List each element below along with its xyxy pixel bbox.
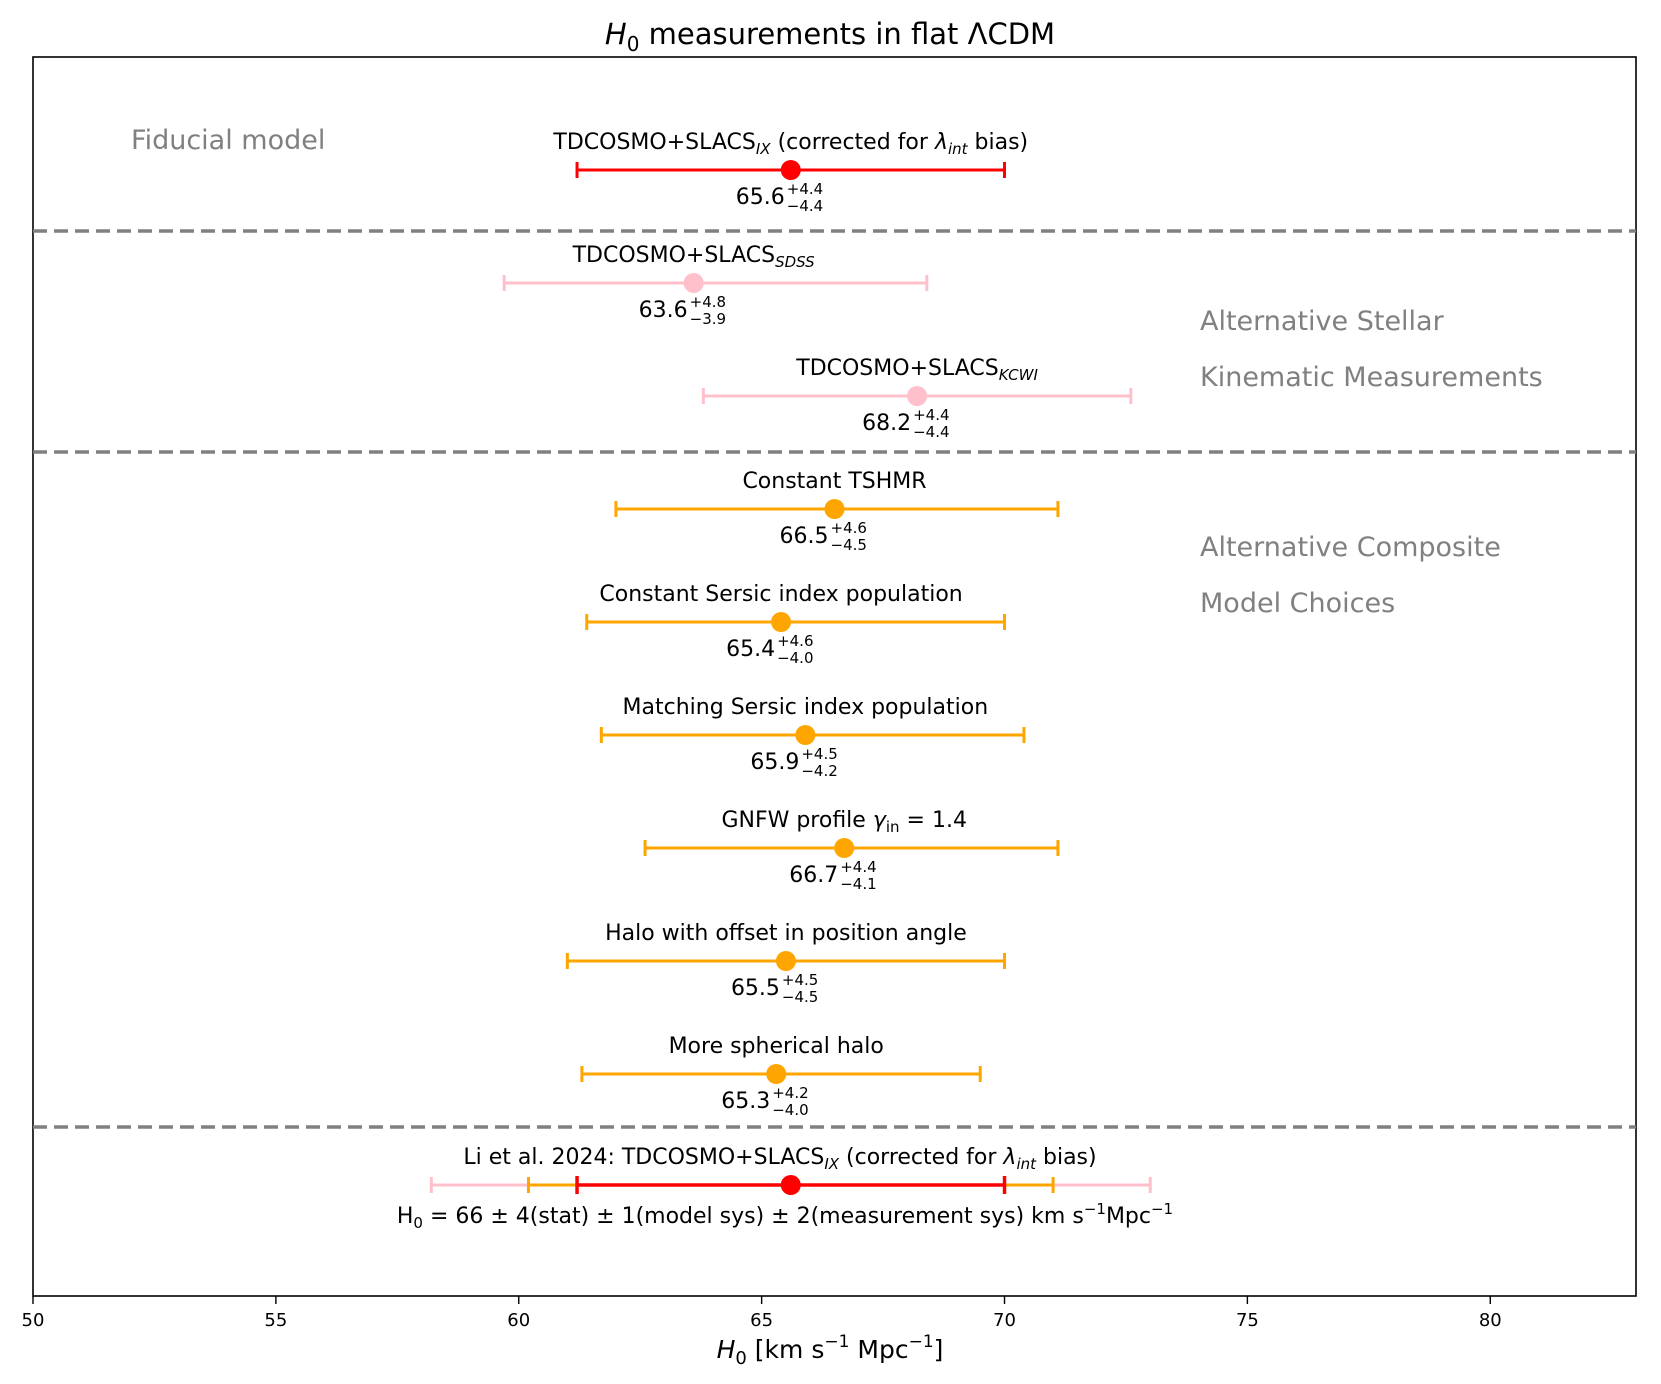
data-point xyxy=(907,386,928,406)
final-label: Li et al. 2024: TDCOSMO+SLACSIX (correct… xyxy=(463,1145,1096,1173)
point-minus-error: −4.4 xyxy=(913,423,949,441)
x-tick-label: 70 xyxy=(993,1310,1016,1331)
data-point xyxy=(780,160,801,180)
point-label: TDCOSMO+SLACSSDSS xyxy=(572,243,816,271)
point-label: Constant Sersic index population xyxy=(599,582,962,607)
point-value: 65.3 xyxy=(721,1089,770,1114)
x-tick-label: 75 xyxy=(1236,1310,1259,1331)
point-value: 66.5 xyxy=(780,524,829,549)
data-point xyxy=(771,612,792,632)
point-value: 65.9 xyxy=(750,750,799,775)
point-label: TDCOSMO+SLACSKCWI xyxy=(795,356,1038,384)
point-plus-error: +4.2 xyxy=(772,1084,808,1102)
data-point xyxy=(683,273,704,293)
point-label: GNFW profile γin = 1.4 xyxy=(721,808,967,836)
point-minus-error: −3.9 xyxy=(690,310,726,328)
point-minus-error: −4.1 xyxy=(840,875,876,893)
data-point xyxy=(834,838,855,858)
point-minus-error: −4.0 xyxy=(777,649,813,667)
chart-title: H0 measurements in flat ΛCDM xyxy=(605,17,1055,56)
point-value: 63.6 xyxy=(639,298,688,323)
point-minus-error: −4.0 xyxy=(772,1101,808,1119)
point-plus-error: +4.5 xyxy=(801,745,837,763)
section-label: Alternative Composite xyxy=(1200,532,1501,563)
point-value: 66.7 xyxy=(789,863,838,888)
point-plus-error: +4.8 xyxy=(690,293,726,311)
point-value: 65.5 xyxy=(731,976,780,1001)
point-value: 65.4 xyxy=(726,637,775,662)
section-label: Fiducial model xyxy=(131,125,325,156)
point-label: TDCOSMO+SLACSIX (corrected for λint bias… xyxy=(552,130,1028,158)
x-tick-label: 55 xyxy=(264,1310,287,1331)
x-axis-label: H0 [km s−1 Mpc−1] xyxy=(717,1332,944,1369)
point-label: Halo with offset in position angle xyxy=(605,921,967,946)
final-summary: H0 = 66 ± 4(stat) ± 1(model sys) ± 2(mea… xyxy=(397,1200,1173,1232)
data-point xyxy=(775,951,796,971)
x-tick-label: 50 xyxy=(22,1310,45,1331)
x-tick-label: 65 xyxy=(750,1310,773,1331)
point-minus-error: −4.4 xyxy=(787,197,823,215)
x-tick-label: 80 xyxy=(1479,1310,1502,1331)
data-point xyxy=(766,1064,787,1084)
final-data-point xyxy=(780,1175,801,1195)
point-minus-error: −4.5 xyxy=(782,988,818,1006)
point-value: 65.6 xyxy=(736,185,785,210)
point-plus-error: +4.4 xyxy=(840,858,876,876)
point-plus-error: +4.5 xyxy=(782,971,818,989)
point-plus-error: +4.6 xyxy=(831,519,867,537)
point-plus-error: +4.4 xyxy=(787,180,823,198)
x-tick-label: 60 xyxy=(507,1310,530,1331)
point-value: 68.2 xyxy=(862,411,911,436)
data-point xyxy=(824,499,845,519)
point-label: Matching Sersic index population xyxy=(623,695,989,720)
section-label: Model Choices xyxy=(1200,588,1395,619)
section-label: Kinematic Measurements xyxy=(1200,362,1543,393)
point-plus-error: +4.6 xyxy=(777,632,813,650)
point-label: More spherical halo xyxy=(669,1034,884,1059)
section-label: Alternative Stellar xyxy=(1200,306,1445,337)
point-minus-error: −4.2 xyxy=(801,762,837,780)
point-label: Constant TSHMR xyxy=(742,469,926,494)
point-minus-error: −4.5 xyxy=(831,536,867,554)
plot-frame xyxy=(32,56,1637,1297)
point-plus-error: +4.4 xyxy=(913,406,949,424)
data-point xyxy=(795,725,816,745)
